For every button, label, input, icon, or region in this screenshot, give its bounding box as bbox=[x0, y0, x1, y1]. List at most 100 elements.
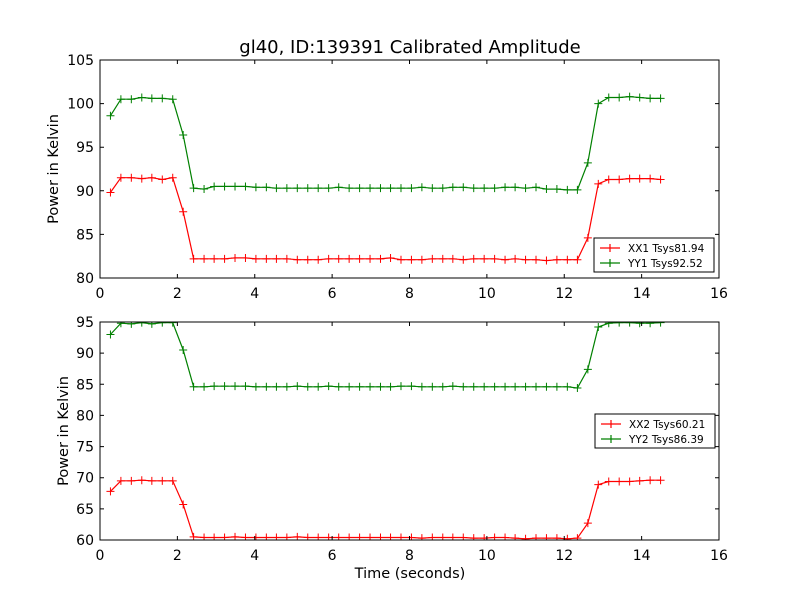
data-point-marker bbox=[137, 476, 146, 485]
data-point-marker bbox=[282, 254, 291, 263]
data-point-marker bbox=[417, 382, 426, 391]
data-point-marker bbox=[635, 93, 644, 102]
data-point-marker bbox=[376, 254, 385, 263]
data-point-marker bbox=[168, 95, 177, 104]
data-point-marker bbox=[210, 382, 219, 391]
data-point-marker bbox=[542, 256, 551, 265]
data-point-marker bbox=[646, 94, 655, 103]
data-point-marker bbox=[334, 533, 343, 540]
data-point-marker bbox=[210, 533, 219, 540]
bottom-y-axis-label: Power in Kelvin bbox=[56, 376, 72, 486]
data-point-marker bbox=[583, 233, 592, 242]
data-point-marker bbox=[189, 254, 198, 263]
y-tick-label: 105 bbox=[67, 53, 94, 69]
data-point-marker bbox=[106, 111, 115, 120]
data-point-marker bbox=[251, 382, 260, 391]
data-point-marker bbox=[334, 382, 343, 391]
data-point-marker bbox=[448, 533, 457, 540]
data-point-marker bbox=[210, 254, 219, 263]
data-point-marker bbox=[407, 255, 416, 264]
data-point-marker bbox=[241, 382, 250, 391]
data-point-marker bbox=[303, 184, 312, 193]
data-point-marker bbox=[646, 174, 655, 183]
data-point-marker bbox=[532, 534, 541, 540]
data-point-marker bbox=[137, 322, 146, 327]
data-point-marker bbox=[345, 533, 354, 540]
data-point-marker bbox=[469, 534, 478, 540]
legend-frame bbox=[593, 237, 715, 273]
legend-label-XX2: XX2 Tsys60.21 bbox=[629, 419, 705, 431]
data-point-marker bbox=[241, 253, 250, 262]
x-tick-label: 14 bbox=[633, 548, 651, 564]
data-point-marker bbox=[656, 322, 665, 327]
data-point-marker bbox=[127, 95, 136, 104]
data-point-marker bbox=[158, 94, 167, 103]
data-point-marker bbox=[200, 382, 209, 391]
data-point-marker bbox=[147, 476, 156, 485]
data-point-marker bbox=[635, 476, 644, 485]
legend-swatch-YY1 bbox=[600, 259, 620, 267]
data-point-marker bbox=[469, 254, 478, 263]
x-tick-label: 4 bbox=[250, 286, 259, 302]
y-tick-label: 95 bbox=[76, 315, 94, 331]
data-point-marker bbox=[625, 477, 634, 486]
data-point-marker bbox=[189, 382, 198, 391]
data-point-marker bbox=[324, 382, 333, 391]
data-point-marker bbox=[501, 533, 510, 540]
chart-title: gl40, ID:139391 Calibrated Amplitude bbox=[239, 37, 580, 58]
data-point-marker bbox=[168, 476, 177, 485]
plot-area-1 bbox=[106, 322, 665, 540]
data-point-marker bbox=[542, 382, 551, 391]
data-point-marker bbox=[116, 322, 125, 328]
data-point-marker bbox=[646, 322, 655, 328]
data-point-marker bbox=[303, 255, 312, 264]
data-point-marker bbox=[459, 533, 468, 540]
y-tick-label: 60 bbox=[76, 533, 94, 549]
data-point-marker bbox=[563, 255, 572, 264]
data-point-marker bbox=[179, 500, 188, 509]
data-point-marker bbox=[241, 533, 250, 540]
data-point-marker bbox=[334, 183, 343, 192]
data-point-marker bbox=[542, 185, 551, 194]
data-point-marker bbox=[646, 476, 655, 485]
data-point-marker bbox=[200, 185, 209, 194]
data-point-marker bbox=[511, 254, 520, 263]
data-point-marker bbox=[490, 184, 499, 193]
data-point-marker bbox=[116, 173, 125, 182]
data-point-marker bbox=[532, 382, 541, 391]
data-point-marker bbox=[366, 254, 375, 263]
data-point-marker bbox=[127, 322, 136, 328]
data-point-marker bbox=[656, 476, 665, 485]
plot-area-0 bbox=[106, 92, 665, 265]
data-point-marker bbox=[407, 382, 416, 391]
data-point-marker bbox=[293, 184, 302, 193]
data-point-marker bbox=[272, 184, 281, 193]
data-point-marker bbox=[189, 184, 198, 193]
data-point-marker bbox=[604, 477, 613, 486]
y-tick-label: 90 bbox=[76, 346, 94, 362]
data-point-marker bbox=[272, 533, 281, 540]
x-tick-label: 8 bbox=[405, 286, 414, 302]
data-point-marker bbox=[116, 95, 125, 104]
x-tick-label: 2 bbox=[173, 548, 182, 564]
data-point-marker bbox=[448, 183, 457, 192]
data-point-marker bbox=[573, 185, 582, 194]
x-tick-label: 14 bbox=[633, 286, 651, 302]
data-point-marker bbox=[511, 534, 520, 540]
data-point-marker bbox=[127, 173, 136, 182]
data-point-marker bbox=[345, 184, 354, 193]
legend-1: XX2 Tsys60.21 YY2 Tsys86.39 bbox=[594, 413, 716, 449]
data-point-marker bbox=[158, 476, 167, 485]
series-line-XX2 bbox=[109, 479, 661, 540]
data-point-marker bbox=[262, 533, 271, 540]
data-point-marker bbox=[314, 255, 323, 264]
data-point-marker bbox=[355, 533, 364, 540]
data-point-marker bbox=[345, 254, 354, 263]
data-point-marker bbox=[376, 533, 385, 540]
data-point-marker bbox=[552, 382, 561, 391]
data-point-marker bbox=[179, 207, 188, 216]
legend-swatch-XX2 bbox=[601, 420, 621, 428]
data-point-marker bbox=[106, 487, 115, 496]
data-point-marker bbox=[428, 254, 437, 263]
data-point-marker bbox=[366, 382, 375, 391]
